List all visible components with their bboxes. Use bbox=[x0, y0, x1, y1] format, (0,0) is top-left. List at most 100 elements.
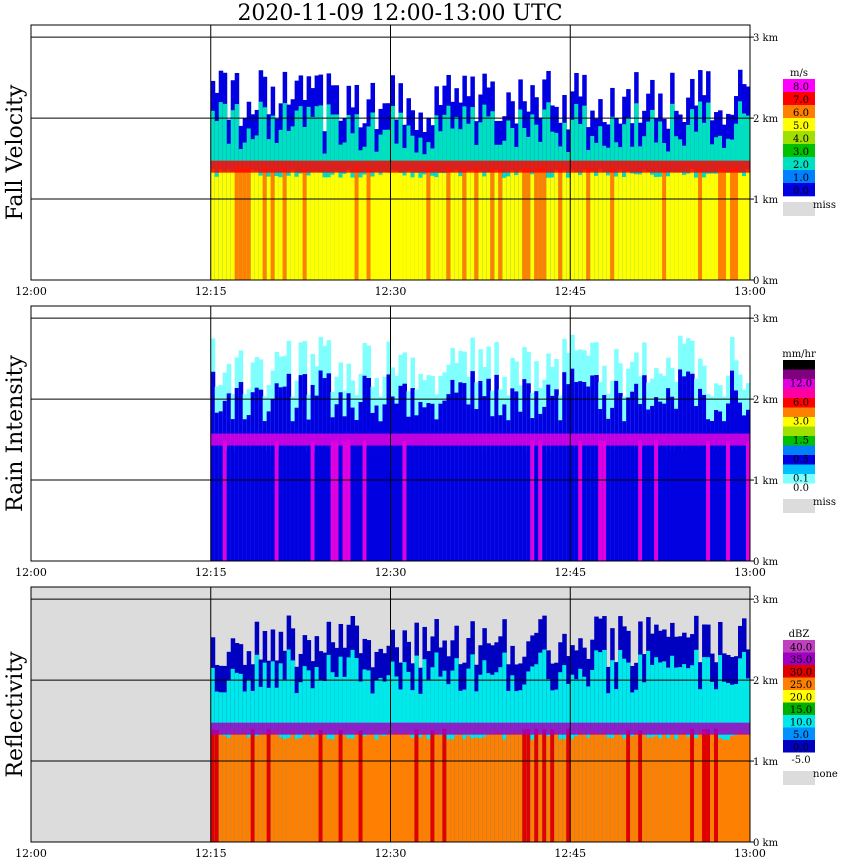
echo-column-core bbox=[570, 739, 574, 842]
echo-column-core bbox=[215, 445, 219, 561]
echo-column-core bbox=[287, 446, 291, 561]
echo-column-core bbox=[482, 737, 486, 842]
x-tick-label: 12:30 bbox=[375, 847, 407, 860]
echo-column-core bbox=[438, 173, 442, 280]
echo-column-core bbox=[375, 449, 379, 561]
echo-column-core bbox=[658, 442, 662, 561]
echo-column-core bbox=[742, 443, 746, 561]
echo-column-core bbox=[554, 443, 558, 561]
legend-label: 5.0 bbox=[793, 730, 809, 741]
echo-column-core bbox=[466, 443, 470, 561]
echo-column-core bbox=[442, 173, 446, 280]
echo-column-core bbox=[678, 172, 682, 280]
echo-column-core bbox=[730, 736, 734, 842]
echo-column-core bbox=[686, 449, 690, 561]
echo-column-core bbox=[351, 446, 355, 561]
echo-column-core bbox=[426, 739, 430, 842]
echo-column-core bbox=[466, 735, 470, 842]
echo-column-core bbox=[239, 733, 243, 842]
echo-column-core bbox=[546, 178, 550, 280]
echo-column-core bbox=[486, 734, 490, 842]
echo-streak bbox=[538, 441, 542, 561]
echo-column-core bbox=[678, 734, 682, 842]
echo-column-core bbox=[343, 735, 347, 842]
echo-column-core bbox=[662, 442, 666, 561]
echo-column-core bbox=[406, 734, 410, 842]
legend-label: 25.0 bbox=[790, 680, 812, 691]
echo-column-core bbox=[586, 737, 590, 842]
echo-column-core bbox=[518, 443, 522, 561]
echo-column-core bbox=[430, 447, 434, 561]
echo-column-core bbox=[702, 442, 706, 561]
echo-column-core bbox=[267, 451, 271, 561]
echo-column-core bbox=[618, 735, 622, 842]
echo-column-core bbox=[255, 171, 259, 280]
echo-column-core bbox=[698, 731, 702, 842]
echo-column-core bbox=[642, 448, 646, 561]
echo-column-core bbox=[351, 739, 355, 842]
echo-column-core bbox=[323, 733, 327, 842]
echo-column-core bbox=[219, 169, 223, 280]
echo-column-core bbox=[335, 734, 339, 842]
echo-column-core bbox=[450, 739, 454, 842]
echo-column-core bbox=[542, 446, 546, 561]
echo-column-core bbox=[678, 442, 682, 561]
echo-column-core bbox=[442, 448, 446, 561]
echo-column-core bbox=[406, 171, 410, 280]
echo-streak bbox=[602, 441, 606, 561]
legend-label: 15.0 bbox=[790, 705, 812, 716]
echo-column-core bbox=[367, 735, 371, 842]
echo-column-core bbox=[379, 175, 383, 280]
echo-streak bbox=[247, 167, 251, 280]
echo-column-core bbox=[506, 446, 510, 561]
echo-column-core bbox=[450, 172, 454, 280]
echo-column-core bbox=[706, 174, 710, 280]
echo-column-core bbox=[283, 445, 287, 561]
echo-column-core bbox=[422, 174, 426, 280]
legend-label: 4.0 bbox=[793, 134, 809, 145]
legend-label: 7.0 bbox=[793, 95, 809, 106]
echo-column-core bbox=[438, 444, 442, 561]
echo-streak bbox=[654, 440, 658, 561]
echo-column-core bbox=[486, 450, 490, 561]
legend-unit-label: dBZ bbox=[789, 629, 810, 640]
echo-column-core bbox=[490, 450, 494, 561]
echo-column-core bbox=[291, 170, 295, 280]
echo-column-core bbox=[514, 175, 518, 280]
echo-column-core bbox=[514, 733, 518, 842]
echo-column-core bbox=[371, 177, 375, 280]
echo-streak bbox=[367, 168, 371, 280]
echo-column-core bbox=[642, 169, 646, 280]
y-tick-label: 2 km bbox=[753, 676, 779, 687]
echo-column-core bbox=[283, 739, 287, 842]
echo-column-core bbox=[383, 736, 387, 842]
echo-column-core bbox=[391, 170, 395, 280]
legend-label: 3.0 bbox=[793, 147, 809, 158]
echo-streak bbox=[414, 729, 418, 842]
echo-column-core bbox=[622, 739, 626, 842]
echo-streak bbox=[251, 729, 255, 842]
echo-column-core bbox=[534, 448, 538, 561]
echo-column-core bbox=[227, 169, 231, 280]
echo-column-core bbox=[510, 170, 514, 280]
echo-column-core bbox=[562, 170, 566, 280]
echo-column-core bbox=[371, 734, 375, 842]
echo-column-core bbox=[383, 445, 387, 561]
legend-label: 0.5 bbox=[793, 455, 809, 466]
echo-streak bbox=[243, 169, 247, 280]
legend-missing-label: miss bbox=[813, 200, 836, 211]
echo-column-core bbox=[670, 451, 674, 561]
echo-column-core bbox=[474, 444, 478, 561]
legend-unit-label: m/s bbox=[790, 68, 808, 79]
echo-column-core bbox=[490, 733, 494, 842]
echo-column-core bbox=[295, 448, 299, 561]
echo-column-core bbox=[295, 739, 299, 842]
echo-column-core bbox=[618, 170, 622, 280]
echo-column-core bbox=[247, 448, 251, 561]
echo-column-core bbox=[394, 171, 398, 280]
bright-band bbox=[211, 434, 750, 446]
echo-column-core bbox=[574, 736, 578, 842]
echo-streak bbox=[283, 167, 287, 280]
echo-column-core bbox=[351, 178, 355, 280]
echo-column-core bbox=[634, 174, 638, 280]
